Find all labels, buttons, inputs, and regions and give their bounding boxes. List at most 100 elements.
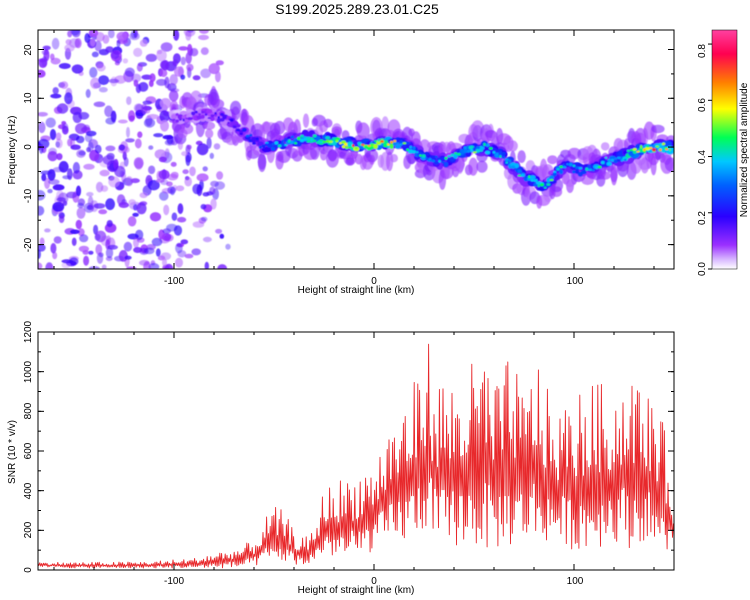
heatmap-cell [153, 133, 164, 138]
heatmap-cell [62, 125, 69, 135]
spectrogram-xtick-label-0: -100 [164, 276, 184, 287]
heatmap-cell [610, 165, 618, 186]
heatmap-cell [438, 159, 441, 163]
snr-ytick-label-5: 1000 [23, 360, 34, 383]
heatmap-cell [106, 220, 113, 228]
heatmap-cell [524, 176, 528, 179]
heatmap-cell [137, 131, 143, 138]
heatmap-cell [412, 150, 416, 154]
snr-xtick-label-2: 100 [567, 576, 584, 587]
heatmap-cell [133, 79, 139, 87]
heatmap-cell [192, 221, 205, 228]
heatmap-cell [267, 143, 273, 148]
heatmap-cell [537, 184, 540, 187]
colorbar-tick-label-2: 0.4 [697, 150, 708, 164]
heatmap-cell [233, 125, 237, 128]
heatmap-cell [173, 225, 183, 236]
heatmap-cell [71, 64, 84, 74]
heatmap-cell [91, 51, 99, 58]
heatmap-cell [661, 142, 666, 146]
heatmap-cell [489, 147, 493, 150]
heatmap-cell [125, 176, 134, 187]
heatmap-cell [61, 259, 73, 264]
heatmap-cell [180, 56, 186, 66]
colorbar-tick-label-4: 0.8 [697, 44, 708, 58]
heatmap-cell [45, 117, 56, 128]
heatmap-cell [89, 67, 98, 78]
heatmap-cell [55, 141, 61, 148]
spectrogram-frame [37, 29, 675, 270]
heatmap-cell [105, 198, 115, 211]
heatmap-cell [504, 158, 509, 162]
heatmap-cell [198, 34, 209, 41]
heatmap-cell [210, 180, 219, 187]
heatmap-cell [600, 142, 610, 151]
heatmap-cell [651, 124, 665, 134]
snr-ytick-label-6: 1200 [23, 320, 34, 343]
heatmap-cell [185, 117, 189, 120]
heatmap-cell [175, 119, 180, 123]
heatmap-cell [597, 165, 602, 169]
heatmap-cell [139, 192, 148, 199]
heatmap-cell [175, 257, 183, 268]
heatmap-cell [136, 202, 147, 215]
heatmap-cell [277, 144, 282, 148]
heatmap-cell [591, 169, 595, 172]
heatmap-cell [98, 75, 109, 85]
heatmap-cell [210, 114, 215, 118]
heatmap-cell [460, 149, 464, 153]
heatmap-cell [332, 137, 336, 140]
heatmap-cell [243, 128, 246, 131]
heatmap-cell [280, 142, 285, 147]
heatmap-cell [274, 141, 279, 145]
heatmap-cell [52, 251, 58, 260]
heatmap-cell [664, 157, 674, 172]
heatmap-cell [179, 118, 182, 121]
heatmap-cell [189, 48, 199, 57]
heatmap-cell [559, 165, 564, 169]
heatmap-cell [421, 154, 426, 158]
heatmap-cell [200, 68, 212, 79]
heatmap-cell [66, 191, 78, 199]
heatmap-cell [354, 147, 358, 150]
heatmap-cell [404, 141, 411, 145]
heatmap-cell [205, 128, 214, 139]
snr-xtick-label-0: -100 [164, 576, 184, 587]
heatmap-cell [160, 120, 169, 132]
heatmap-cell [202, 166, 208, 172]
heatmap-cell [169, 74, 178, 86]
heatmap-cell [600, 160, 605, 165]
heatmap-cell [149, 73, 156, 83]
heatmap-cell [514, 168, 519, 172]
heatmap-cell [86, 192, 94, 197]
heatmap-cell [380, 140, 384, 143]
heatmap-cell [88, 30, 99, 38]
heatmap-cell [206, 137, 212, 149]
heatmap-cell [110, 50, 120, 60]
heatmap-cell [648, 144, 653, 148]
heatmap-cell [58, 215, 65, 224]
heatmap-cell [399, 143, 403, 146]
heatmap-cell [566, 163, 569, 166]
heatmap-cell [64, 44, 75, 52]
heatmap-cell [42, 45, 51, 51]
heatmap-cell [159, 110, 170, 123]
heatmap-cell [44, 228, 51, 233]
heatmap-cell [136, 63, 143, 72]
heatmap-cells [38, 30, 674, 269]
heatmap-cell [202, 236, 212, 243]
heatmap-cell [245, 134, 250, 138]
snr-ylabel: SNR (10 * v/v) [7, 420, 18, 484]
heatmap-cell [210, 115, 215, 122]
heatmap-cell [52, 184, 65, 191]
heatmap-cell [38, 262, 43, 269]
heatmap-cell [470, 149, 474, 153]
heatmap-cell [639, 145, 643, 149]
heatmap-cell [52, 87, 59, 95]
heatmap-cell [325, 136, 330, 140]
heatmap-cell [139, 39, 148, 47]
spectrogram-xlabel: Height of straight line (km) [298, 285, 415, 296]
heatmap-cell [533, 178, 538, 183]
heatmap-cell [249, 133, 253, 137]
heatmap-cell [229, 118, 234, 122]
